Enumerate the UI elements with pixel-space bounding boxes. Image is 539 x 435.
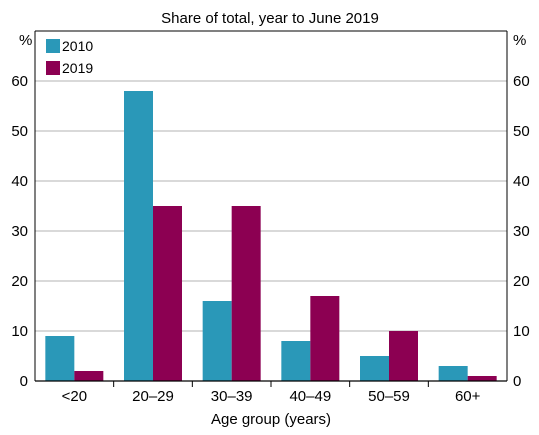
- x-tick-label-5: 60+: [455, 388, 481, 405]
- y-tick-label-right-40: 40: [513, 173, 530, 190]
- legend-label-2010: 2010: [62, 38, 93, 54]
- x-axis-label: Age group (years): [211, 411, 331, 428]
- bars: [45, 91, 497, 381]
- y-tick-label-right-10: 10: [513, 323, 530, 340]
- y-tick-label-right-20: 20: [513, 273, 530, 290]
- axes: [34, 30, 508, 387]
- bar-2019-2: [231, 206, 261, 381]
- x-tick-label-3: 40–49: [289, 388, 331, 405]
- bar-2010-3: [281, 341, 311, 381]
- legend-swatch-2019: [46, 61, 60, 75]
- bar-2010-5: [438, 366, 468, 381]
- bar-2010-1: [124, 91, 153, 381]
- tick-labels: 0 0 10 10 20 20 30 30 40 40 50 50 60 60 <20 20–29 30–39 4…: [11, 73, 529, 405]
- x-tick-label-2: 30–39: [211, 388, 253, 405]
- legend-swatch-2010: [46, 39, 60, 53]
- y-tick-label-left-10: 10: [11, 323, 28, 340]
- x-tick-label-4: 50–59: [368, 388, 410, 405]
- y-tick-label-left-20: 20: [11, 273, 28, 290]
- y-tick-label-right-0: 0: [513, 373, 521, 390]
- bar-2019-1: [153, 206, 182, 381]
- y-tick-label-left-60: 60: [11, 73, 28, 90]
- y-axis-unit-left: %: [19, 32, 32, 49]
- y-tick-label-left-50: 50: [11, 123, 28, 140]
- bar-2010-2: [202, 301, 232, 381]
- x-tick-label-0: <20: [62, 388, 87, 405]
- y-tick-label-right-50: 50: [513, 123, 530, 140]
- bar-2010-4: [360, 356, 389, 381]
- legend: 2010 2019: [46, 38, 93, 76]
- y-tick-label-right-60: 60: [513, 73, 530, 90]
- y-axis-unit-right: %: [513, 32, 526, 49]
- y-tick-label-left-30: 30: [11, 223, 28, 240]
- bar-2019-4: [389, 331, 418, 381]
- chart-subtitle: Share of total, year to June 2019: [161, 10, 379, 27]
- y-tick-label-left-40: 40: [11, 173, 28, 190]
- bar-2019-5: [467, 376, 497, 381]
- gridlines: [35, 80, 507, 332]
- bar-2019-0: [74, 371, 104, 381]
- y-tick-label-right-30: 30: [513, 223, 530, 240]
- x-tick-label-1: 20–29: [132, 388, 174, 405]
- bar-2010-0: [45, 336, 75, 381]
- legend-label-2019: 2019: [62, 60, 93, 76]
- bar-2019-3: [310, 296, 340, 381]
- y-tick-label-left-0: 0: [20, 373, 28, 390]
